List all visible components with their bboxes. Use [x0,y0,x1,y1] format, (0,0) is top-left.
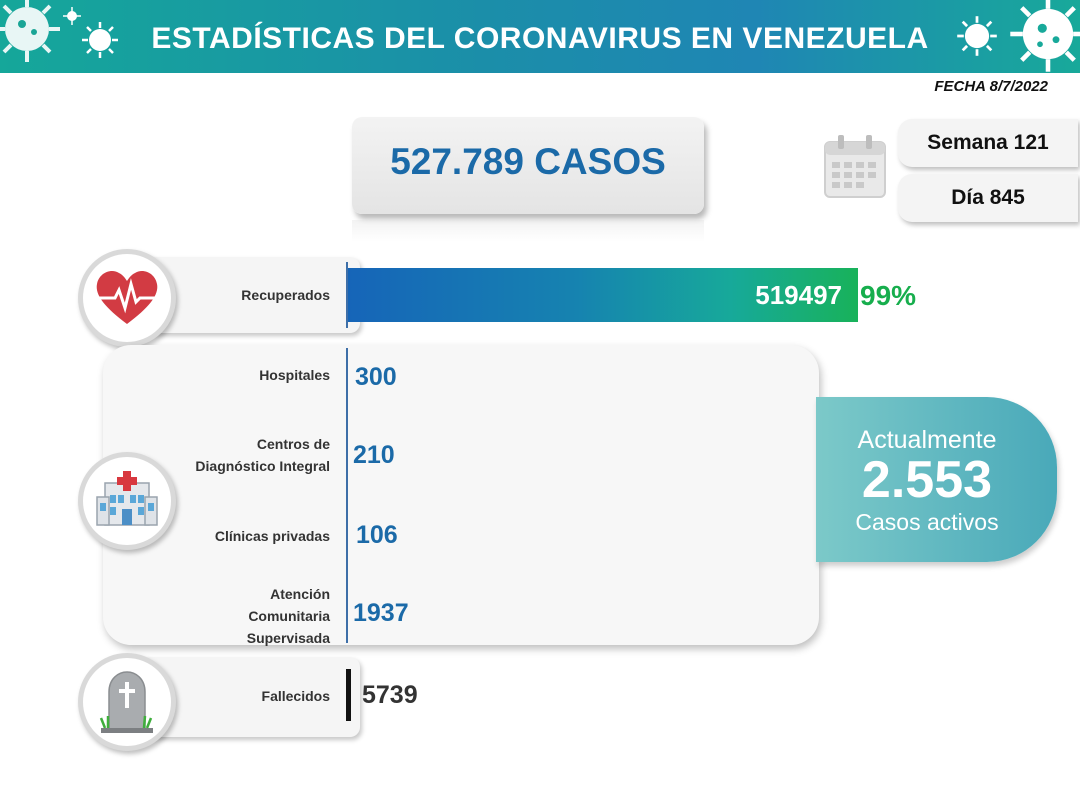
recovered-label: Recuperados [241,287,330,303]
recovered-bar: 519497 [348,268,858,322]
cdi-value: 210 [353,441,395,469]
recovered-percent: 99% [860,280,917,311]
total-cases-value: 527.789 CASOS [390,141,666,182]
deaths-label: Fallecidos [261,688,330,704]
cdi-label-line1: Centros de [256,436,330,452]
hospital-icon [96,471,158,526]
page-title: ESTADÍSTICAS DEL CORONAVIRUS EN VENEZUEL… [151,22,929,55]
acs-value: 1937 [353,599,409,627]
virus-icon [0,0,60,62]
acs-label-line2: Comunitaria [248,608,330,624]
active-cases-caption: Casos activos [855,509,999,535]
total-cases-reflection [352,220,704,242]
deaths-value: 5739 [362,681,418,709]
hospitalization-axis [346,348,348,643]
virus-icon [957,16,997,56]
virus-icon [63,7,81,25]
calendar-icon [824,135,886,198]
recovered-value: 519497 [755,280,842,310]
active-cases-box: Actualmente 2.553 Casos activos [816,397,1057,562]
acs-label-line1: Atención [270,586,330,602]
virus-icon [1010,0,1080,72]
day-number: Día 845 [898,174,1078,222]
heart-pulse-icon [96,271,158,324]
active-cases-number: 2.553 [861,451,993,509]
clinicas-value: 106 [356,521,398,549]
header-banner: ESTADÍSTICAS DEL CORONAVIRUS EN VENEZUEL… [0,0,1080,73]
hospitalization-card [103,345,819,645]
total-cases-box: 527.789 CASOS [352,117,704,214]
tombstone-icon [99,671,153,733]
clinicas-label: Clínicas privadas [214,528,330,544]
virus-icon [82,22,118,58]
active-cases-heading: Actualmente [857,426,997,454]
week-number: Semana 121 [898,119,1078,167]
hospital-icon-circle [78,452,176,550]
deaths-bar [346,669,351,721]
acs-label-line3: Supervisada [246,630,330,646]
cdi-label-line2: Diagnóstico Integral [195,458,330,474]
report-date: FECHA 8/7/2022 [934,78,1048,95]
acs-label: Atención Comunitaria Supervisada [160,583,330,649]
hospitales-label: Hospitales [259,367,330,383]
recovered-axis [346,262,348,328]
hospitales-value: 300 [355,363,397,391]
cdi-label: Centros de Diagnóstico Integral [150,433,330,477]
recovered-icon-circle [78,249,176,347]
deaths-icon-circle [78,653,176,751]
